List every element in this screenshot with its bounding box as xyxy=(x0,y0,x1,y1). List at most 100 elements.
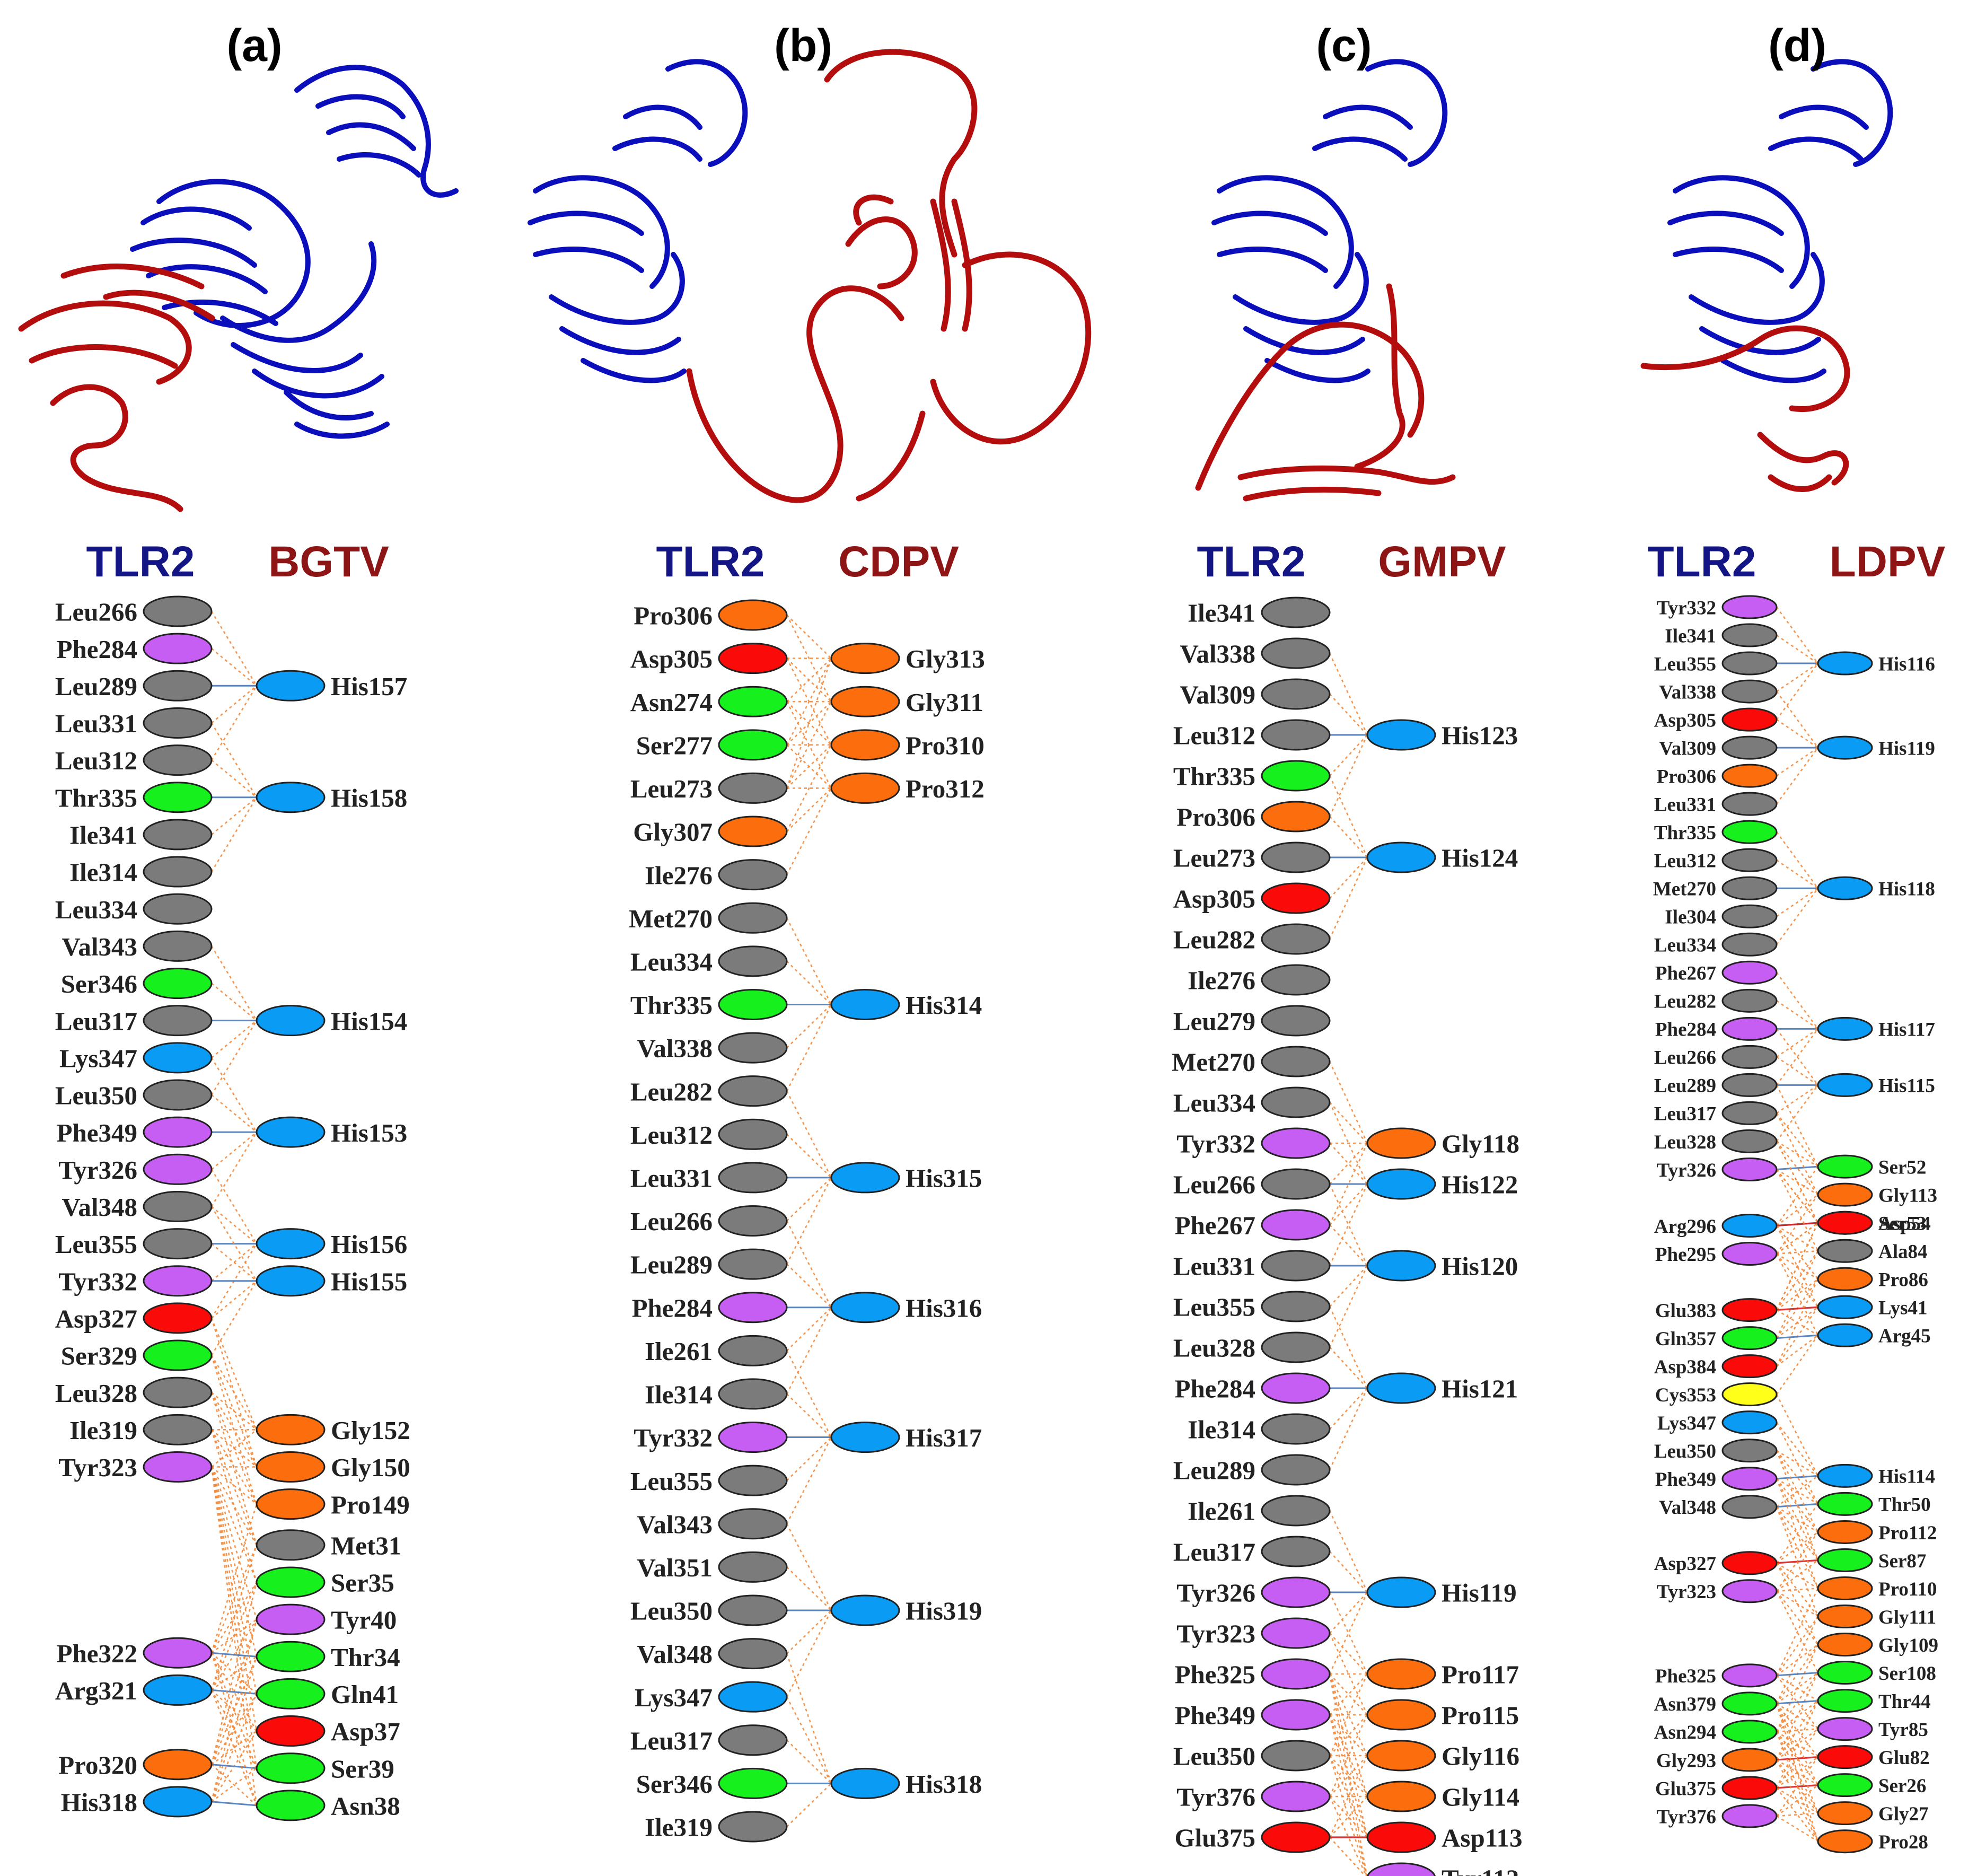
receptor-residue-label: Lys347 xyxy=(59,1044,137,1073)
interaction-line xyxy=(786,1653,832,1784)
receptor-residue-node xyxy=(1721,1663,1778,1688)
ligand-residue-node xyxy=(256,1228,326,1260)
receptor-residue-label: Phe322 xyxy=(57,1639,137,1668)
ligand-residue-label: His122 xyxy=(1442,1170,1518,1199)
receptor-residue-node xyxy=(1721,820,1778,844)
interaction-line xyxy=(786,615,832,659)
interaction-line xyxy=(210,1318,258,1467)
receptor-residue-node xyxy=(718,1551,788,1583)
ligand-header: GMPV xyxy=(1378,538,1506,586)
interaction-line xyxy=(786,1393,832,1438)
interaction-line xyxy=(1776,1056,1818,1086)
ligand-residue-node xyxy=(830,729,900,761)
receptor-residue-node xyxy=(1261,597,1331,628)
receptor-residue-node xyxy=(143,595,213,627)
receptor-residue-label: Lys347 xyxy=(1657,1413,1716,1434)
interaction-line xyxy=(210,1467,258,1620)
ligand-residue-node xyxy=(1366,1821,1436,1853)
receptor-residue-node xyxy=(718,859,788,891)
interaction-line xyxy=(211,1689,257,1732)
ligand-residue-label: Pro115 xyxy=(1442,1701,1519,1730)
interaction-line xyxy=(1776,1194,1818,1226)
receptor-residue-node xyxy=(143,670,213,702)
ligand-residue-node xyxy=(256,1603,326,1635)
interaction-line xyxy=(210,1467,258,1694)
receptor-residue-label: Leu266 xyxy=(1654,1047,1716,1069)
ligand-residue-label: Gly114 xyxy=(1442,1783,1519,1812)
interaction-line xyxy=(1776,1169,1819,1251)
receptor-residue-label: Val338 xyxy=(1659,681,1716,703)
receptor-residue-label: Pro306 xyxy=(1657,766,1716,787)
receptor-residue-node xyxy=(1261,841,1331,873)
receptor-residue-label: Phe267 xyxy=(1175,1211,1255,1240)
receptor-residue-node xyxy=(1261,1372,1331,1404)
interaction-line xyxy=(786,1783,832,1827)
receptor-residue-node xyxy=(718,902,788,934)
interaction-line xyxy=(1776,1084,1819,1167)
ligand-residue-label: His116 xyxy=(1878,653,1935,675)
receptor-residue-node xyxy=(1721,1776,1778,1800)
ligand-residue-label: His154 xyxy=(331,1006,407,1036)
receptor-residue-node xyxy=(1721,1298,1778,1322)
receptor-residue-node xyxy=(718,945,788,977)
ligand-residue-node xyxy=(830,643,900,674)
ligand-residue-node xyxy=(830,772,900,804)
interaction-line xyxy=(786,1220,832,1308)
interaction-line xyxy=(1776,1675,1818,1702)
interaction-line xyxy=(1776,1450,1818,1477)
ligand-residue-node xyxy=(1817,1239,1873,1263)
receptor-residue-label: Leu334 xyxy=(1654,935,1716,957)
receptor-residue-node xyxy=(1261,760,1331,792)
receptor-residue-node xyxy=(143,1339,213,1371)
interaction-line xyxy=(1776,1815,1818,1842)
panel-a: (a) TLR2 BGTV Leu266 Phe284 Leu289 Leu331 Leu31… xyxy=(55,20,410,1821)
receptor-residue-label: Gly293 xyxy=(1656,1750,1716,1772)
receptor-residue-label: Tyr326 xyxy=(1176,1579,1255,1608)
ligand-residue-node xyxy=(1817,1211,1873,1235)
interaction-line xyxy=(210,1392,258,1505)
receptor-residue-node xyxy=(143,1153,213,1185)
receptor-residue-node xyxy=(1261,1005,1331,1037)
ligand-residue-node xyxy=(1817,1295,1873,1319)
structure-d xyxy=(1640,59,1893,492)
receptor-residue-node xyxy=(143,893,213,925)
ligand-residue-node xyxy=(256,1566,326,1598)
receptor-residue-node xyxy=(1261,1740,1331,1772)
ligand-residue-node xyxy=(1817,1548,1873,1572)
ligand-residue-node xyxy=(1366,1576,1436,1608)
receptor-residue-node xyxy=(718,1118,788,1150)
interaction-line xyxy=(786,1307,832,1395)
receptor-residue-node xyxy=(718,816,788,847)
interaction-line xyxy=(210,1057,258,1133)
receptor-residue-node xyxy=(1721,764,1778,788)
interaction-line xyxy=(1776,1450,1819,1561)
ligand-residue-node xyxy=(256,1790,326,1821)
receptor-residue-node xyxy=(1721,1073,1778,1097)
receptor-header: TLR2 xyxy=(86,538,195,586)
receptor-residue-node xyxy=(718,1032,788,1064)
receptor-residue-label: Leu289 xyxy=(630,1250,713,1279)
receptor-residue-label: Leu312 xyxy=(55,746,137,775)
ligand-residue-node xyxy=(256,1529,326,1561)
ligand-residue-label: His114 xyxy=(1878,1466,1935,1488)
ligand-residue-label: Thr34 xyxy=(331,1643,400,1672)
receptor-residue-node xyxy=(143,1005,213,1037)
interaction-line xyxy=(1329,1061,1368,1144)
receptor-residue-node xyxy=(1721,623,1778,647)
receptor-residue-node xyxy=(1721,1439,1778,1463)
ligand-residue-label: His314 xyxy=(906,990,982,1020)
ligand-residue-node xyxy=(1366,1740,1436,1772)
receptor-residue-node xyxy=(1721,1129,1778,1153)
ligand-residue-label: Pro86 xyxy=(1878,1269,1928,1291)
interaction-line xyxy=(211,685,257,724)
interaction-line xyxy=(211,648,257,687)
receptor-residue-node xyxy=(143,1265,213,1297)
interaction-line xyxy=(1329,1265,1368,1348)
receptor-residue-label: Phe284 xyxy=(632,1293,713,1322)
interaction-line xyxy=(786,1177,832,1265)
interaction-line xyxy=(210,722,258,798)
receptor-residue-node xyxy=(143,1749,213,1781)
receptor-residue-label: Thr335 xyxy=(1654,822,1716,844)
receptor-residue-label: Leu266 xyxy=(1173,1170,1255,1199)
interaction-line xyxy=(1329,1184,1368,1225)
